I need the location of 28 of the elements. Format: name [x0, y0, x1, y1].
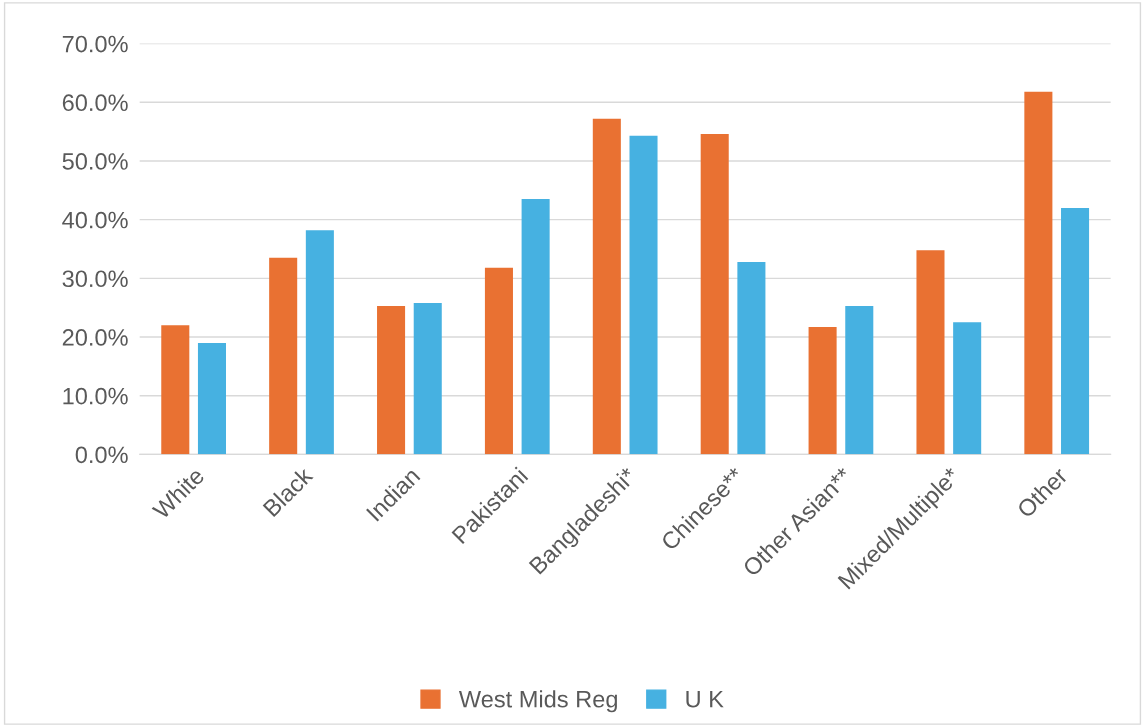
bar [484, 267, 513, 455]
y-tick-label: 20.0% [62, 329, 128, 346]
y-tick-label: 0.0% [75, 446, 128, 464]
bar [1061, 207, 1090, 455]
y-tick-label: 70.0% [62, 35, 128, 53]
bar [269, 257, 298, 455]
bar [845, 305, 874, 455]
bar [413, 302, 442, 455]
legend-label: West Mids Reg [458, 690, 617, 713]
bar [737, 261, 766, 455]
legend-label: U K [686, 691, 724, 708]
bar [305, 230, 334, 455]
bar [808, 327, 837, 455]
y-tick-label: 50.0% [62, 153, 128, 170]
bar [592, 118, 621, 455]
y-tick-label: 40.0% [62, 211, 128, 229]
bar [521, 199, 550, 455]
bar [161, 325, 190, 455]
bar [953, 322, 982, 455]
bar [916, 250, 945, 455]
y-tick-label: 30.0% [62, 270, 128, 288]
y-tick-label: 10.0% [63, 387, 128, 405]
bar [1024, 91, 1053, 455]
bar [377, 305, 406, 455]
bar [700, 133, 729, 455]
bar [197, 342, 226, 455]
bar [629, 135, 658, 455]
y-tick-label: 60.0% [62, 94, 128, 112]
